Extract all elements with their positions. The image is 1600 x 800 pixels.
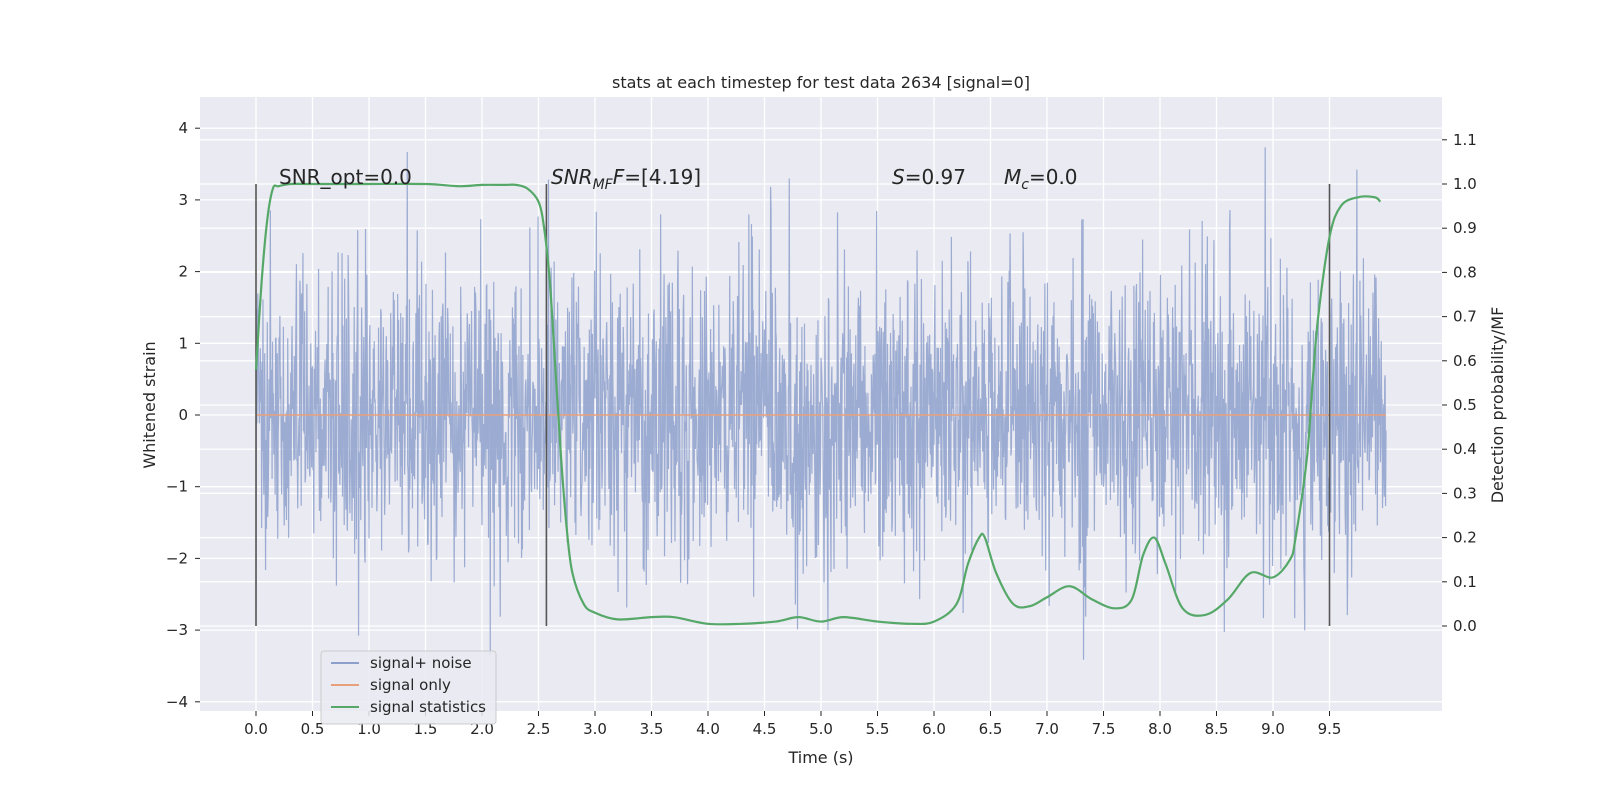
x-tick-label: 0.5 — [301, 720, 325, 738]
annotation-snr-mf-value: =[4.19] — [624, 165, 701, 189]
x-tick-label: 0.0 — [244, 720, 268, 738]
y-right-tick-label: 1.0 — [1453, 175, 1477, 193]
x-tick-label: 2.5 — [527, 720, 551, 738]
x-tick-label: 3.5 — [640, 720, 664, 738]
y-left-tick-label: −3 — [166, 621, 188, 639]
y-right-tick-label: 0.9 — [1453, 219, 1477, 237]
annotation-snr-mf-f: F — [613, 165, 625, 189]
annotation-s-value: =0.97 — [905, 165, 966, 189]
y-axis-left-label: Whitened strain — [140, 341, 159, 468]
annotation-s-main: S — [892, 165, 905, 189]
vertical-markers — [255, 184, 1331, 626]
x-tick-label: 4.0 — [696, 720, 720, 738]
y-left-tick-label: −2 — [166, 549, 188, 567]
y-left-tick-label: 0 — [178, 406, 188, 424]
legend-label-signal-statistics: signal statistics — [370, 698, 486, 716]
x-tick-label: 6.5 — [979, 720, 1003, 738]
x-tick-label: 5.5 — [866, 720, 890, 738]
y-right-tick-label: 0.2 — [1453, 529, 1477, 547]
series-signal-plus-noise — [255, 147, 1387, 660]
legend-label-signal-only: signal only — [370, 676, 451, 694]
y-right-tick-label: 0.1 — [1453, 573, 1477, 591]
y-right-tick-label: 0.5 — [1453, 396, 1477, 414]
x-tick-label: 9.0 — [1261, 720, 1285, 738]
annotation-snr-mf-sub: MF — [593, 177, 614, 193]
x-axis-label: Time (s) — [787, 748, 853, 767]
y-axis-left-ticks: 4 3 2 1 0 −1 −2 −3 −4 — [166, 119, 200, 711]
annotation-snr-opt: SNR_opt=0.0 — [279, 165, 412, 189]
legend-label-signal-plus-noise: signal+ noise — [370, 654, 472, 672]
annotation-snr-mf-main: SNR — [551, 165, 593, 189]
y-right-tick-label: 0.7 — [1453, 308, 1477, 326]
y-left-tick-label: −1 — [166, 478, 188, 496]
annotation-snr-mf: SNRMFF=[4.19] — [551, 165, 701, 193]
y-left-tick-label: 3 — [178, 191, 188, 209]
y-right-tick-label: 0.4 — [1453, 440, 1477, 458]
x-tick-label: 5.0 — [809, 720, 833, 738]
y-right-tick-label: 0.0 — [1453, 617, 1477, 635]
annotation-mc-sub: c — [1021, 177, 1029, 193]
annotation-mc-main: M — [1004, 165, 1021, 189]
signal-plus-noise-line — [255, 147, 1387, 660]
y-right-tick-label: 0.3 — [1453, 484, 1477, 502]
annotation-s: S=0.97 — [892, 165, 966, 189]
series-signal-statistics — [254, 182, 1382, 626]
x-tick-label: 4.5 — [753, 720, 777, 738]
y-left-tick-label: −4 — [166, 693, 188, 711]
y-right-tick-label: 1.1 — [1453, 131, 1477, 149]
y-left-tick-label: 4 — [178, 119, 188, 137]
chart-title: stats at each timestep for test data 263… — [612, 73, 1030, 92]
signal-statistics-line — [254, 182, 1382, 626]
y-axis-right-ticks: 1.1 1.0 0.9 0.8 0.7 0.6 0.5 0.4 0.3 0.2 0.1 0.0 — [1442, 131, 1477, 635]
x-tick-label: 8.5 — [1205, 720, 1229, 738]
x-tick-label: 6.0 — [922, 720, 946, 738]
y-left-tick-label: 2 — [178, 263, 188, 281]
x-tick-label: 3.0 — [583, 720, 607, 738]
x-tick-label: 9.5 — [1318, 720, 1342, 738]
x-tick-label: 7.0 — [1035, 720, 1059, 738]
x-axis-ticks: 0.0 0.5 1.0 1.5 2.0 2.5 3.0 3.5 4.0 4.5 5.0 5.5 6.0 6… — [244, 711, 1341, 738]
legend: signal+ noise signal only signal statist… — [320, 650, 497, 725]
x-tick-label: 7.5 — [1092, 720, 1116, 738]
x-tick-label: 8.0 — [1148, 720, 1172, 738]
legend-box — [320, 650, 497, 725]
y-right-tick-label: 0.8 — [1453, 263, 1477, 281]
y-right-tick-label: 0.6 — [1453, 352, 1477, 370]
annotation-mc-value: =0.0 — [1029, 165, 1078, 189]
y-left-tick-label: 1 — [178, 334, 188, 352]
y-axis-right-label: Detection probability/MF — [1488, 307, 1507, 504]
annotation-mc: Mc=0.0 — [1004, 165, 1078, 193]
